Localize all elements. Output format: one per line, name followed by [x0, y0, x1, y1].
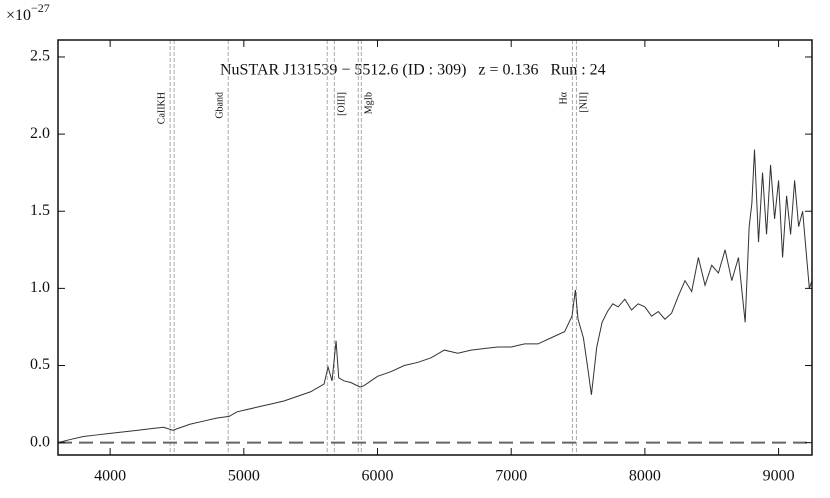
- x-tick-label: 6000: [362, 468, 394, 485]
- y-offset: ×10−27: [6, 1, 50, 24]
- y-offset-base: ×10: [6, 7, 31, 24]
- x-tick-label: 5000: [228, 468, 260, 485]
- chart-title: NuSTAR J131539 − 5512.6 (ID : 309) z = 0…: [220, 62, 606, 79]
- y-tick-label: 0.0: [30, 433, 50, 450]
- x-tick-label: 4000: [94, 468, 126, 485]
- y-offset-exp: −27: [31, 1, 50, 15]
- plot-frame: [57, 39, 813, 456]
- x-tick-label: 7000: [495, 468, 527, 485]
- spectrum-line: [57, 149, 813, 444]
- y-tick-label: 2.5: [30, 48, 50, 65]
- spectral-line-label: MgIb: [364, 92, 375, 114]
- y-tick-label: 2.0: [30, 125, 50, 142]
- spectral-line-label: CaIIKH: [156, 92, 167, 124]
- spectral-line-label: [NII]: [579, 92, 590, 113]
- y-tick-label: 0.5: [30, 356, 50, 373]
- spectral-line-label: [OIII]: [337, 92, 348, 116]
- spectral-line-label: Hα: [559, 91, 570, 104]
- x-tick-label: 8000: [629, 468, 661, 485]
- spectral-line-label: Gband: [214, 92, 225, 119]
- y-tick-label: 1.0: [30, 279, 50, 296]
- x-tick-label: 9000: [763, 468, 795, 485]
- y-tick-label: 1.5: [30, 202, 50, 219]
